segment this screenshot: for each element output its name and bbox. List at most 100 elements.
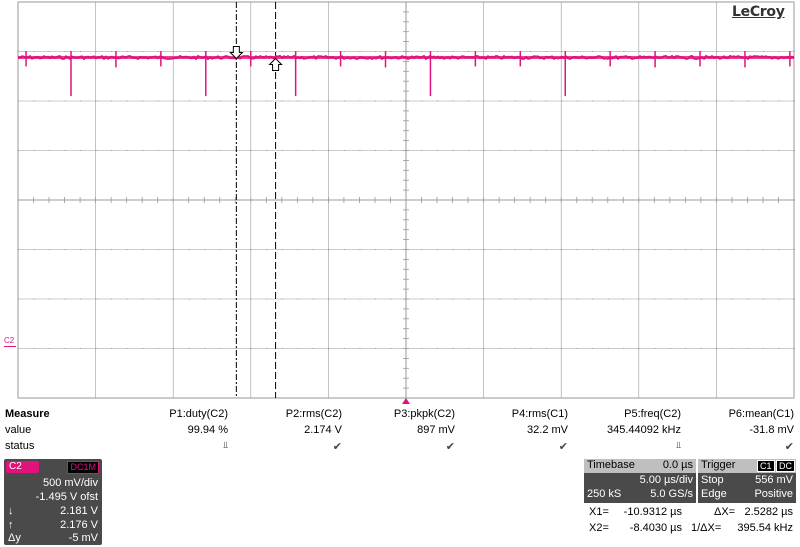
param-name-p5[interactable]: P5:freq(C2) [624, 408, 681, 420]
grid-dot [126, 249, 128, 250]
grid-dot [576, 150, 578, 151]
cursor-x1-label: X1= [589, 506, 609, 518]
grid-dot [126, 199, 128, 201]
grid-dot [762, 100, 764, 102]
grid-dot [545, 298, 547, 300]
timebase-delay: 0.0 µs [662, 459, 693, 471]
grid-dot [716, 298, 718, 300]
param-name-p3[interactable]: P3:pkpk(C2) [393, 408, 455, 420]
grid-dot [716, 150, 718, 151]
grid-dot [700, 100, 702, 102]
grid-dot [250, 298, 252, 300]
grid-dot [157, 348, 159, 349]
grid-dot [437, 150, 439, 151]
cursor2-arrow-icon: ↑ [8, 519, 14, 531]
grid-dot [33, 348, 35, 349]
grid-dot [95, 298, 97, 300]
grid-dot [514, 100, 516, 102]
grid-dot [592, 298, 594, 300]
grid-dot [266, 298, 268, 300]
param-name-p1[interactable]: P1:duty(C2) [169, 408, 228, 420]
grid-dot [669, 298, 671, 300]
grid-dot [561, 150, 563, 151]
delta-x-label: ΔX= [714, 506, 736, 518]
grid-dot [607, 298, 609, 300]
grid-dot [126, 51, 128, 52]
grid-dot [716, 51, 718, 52]
grid-dot [561, 100, 563, 102]
grid-dot [250, 150, 252, 151]
grid-dot [188, 348, 190, 349]
grid-dot [747, 100, 749, 102]
grid-dot [173, 150, 175, 151]
trigger-type: Edge [701, 488, 727, 500]
grid-dot [762, 298, 764, 300]
grid-dot [421, 150, 423, 151]
grid-dot [111, 199, 113, 201]
grid-dot [778, 199, 780, 201]
grid-dot [576, 199, 578, 201]
grid-dot [607, 199, 609, 201]
grid-dot [219, 51, 221, 52]
grid-dot [623, 100, 625, 102]
grid-dot [700, 150, 702, 151]
param-value-p1: 99.94 % [187, 424, 228, 436]
grid-dot [312, 51, 314, 52]
grid-dot [18, 100, 19, 102]
channel-ground-marker[interactable]: C2 [4, 336, 17, 347]
grid-dot [452, 249, 454, 250]
grid-dot [700, 348, 702, 349]
grid-dot [607, 100, 609, 102]
grid-dot [297, 51, 299, 52]
grid-dot [173, 51, 175, 52]
grid-dot [359, 348, 361, 349]
grid-dot [468, 348, 470, 349]
measure-title: Measure [5, 408, 50, 420]
grid-dot [623, 199, 625, 201]
grid-dot [49, 199, 51, 201]
waveform-display[interactable] [0, 0, 800, 405]
grid-dot [794, 348, 795, 349]
brand-logo: LeCroy [732, 4, 785, 20]
grid-dot [126, 100, 128, 102]
channel-c2-descriptor[interactable]: C2 DC1M 500 mV/div -1.495 V ofst ↓ 2.181… [4, 459, 102, 545]
grid-dot [499, 150, 501, 151]
grid-dot [437, 249, 439, 250]
grid-dot [452, 100, 454, 102]
timebase-descriptor[interactable]: Timebase 0.0 µs 5.00 µs/div 250 kS 5.0 G… [584, 459, 696, 503]
grid-dot [142, 348, 144, 349]
grid-dot [95, 100, 97, 102]
grid-dot [328, 51, 330, 52]
grid-dot [281, 199, 283, 201]
grid-dot [592, 100, 594, 102]
grid-dot [390, 100, 392, 102]
grid-dot [762, 51, 764, 52]
grid-dot [219, 249, 221, 250]
grid-dot [359, 199, 361, 201]
param-name-p6[interactable]: P6:mean(C1) [728, 408, 794, 420]
grid-dot [669, 249, 671, 250]
grid-dot [80, 298, 82, 300]
grid-dot [142, 100, 144, 102]
inverse-delta-x-label: 1/ΔX= [691, 522, 722, 534]
grid-dot [297, 348, 299, 349]
cursor-x1-marker-icon [229, 46, 244, 60]
grid-dot [297, 199, 299, 201]
param-value-p4: 32.2 mV [527, 424, 568, 436]
grid-dot [281, 51, 283, 52]
grid-dot [421, 51, 423, 52]
param-name-p4[interactable]: P4:rms(C1) [511, 408, 568, 420]
grid-dot [747, 298, 749, 300]
grid-dot [328, 199, 330, 201]
grid-dot [654, 150, 656, 151]
grid-dot [731, 150, 733, 151]
param-name-p2[interactable]: P2:rms(C2) [285, 408, 342, 420]
grid-dot [111, 100, 113, 102]
trigger-descriptor[interactable]: Trigger C1 DC Stop 556 mV Edge Positive [698, 459, 796, 503]
grid-dot [468, 150, 470, 151]
grid-dot [654, 249, 656, 250]
grid-dot [188, 100, 190, 102]
grid-dot [142, 249, 144, 250]
grid-dot [716, 199, 718, 201]
grid-dot [685, 348, 687, 349]
